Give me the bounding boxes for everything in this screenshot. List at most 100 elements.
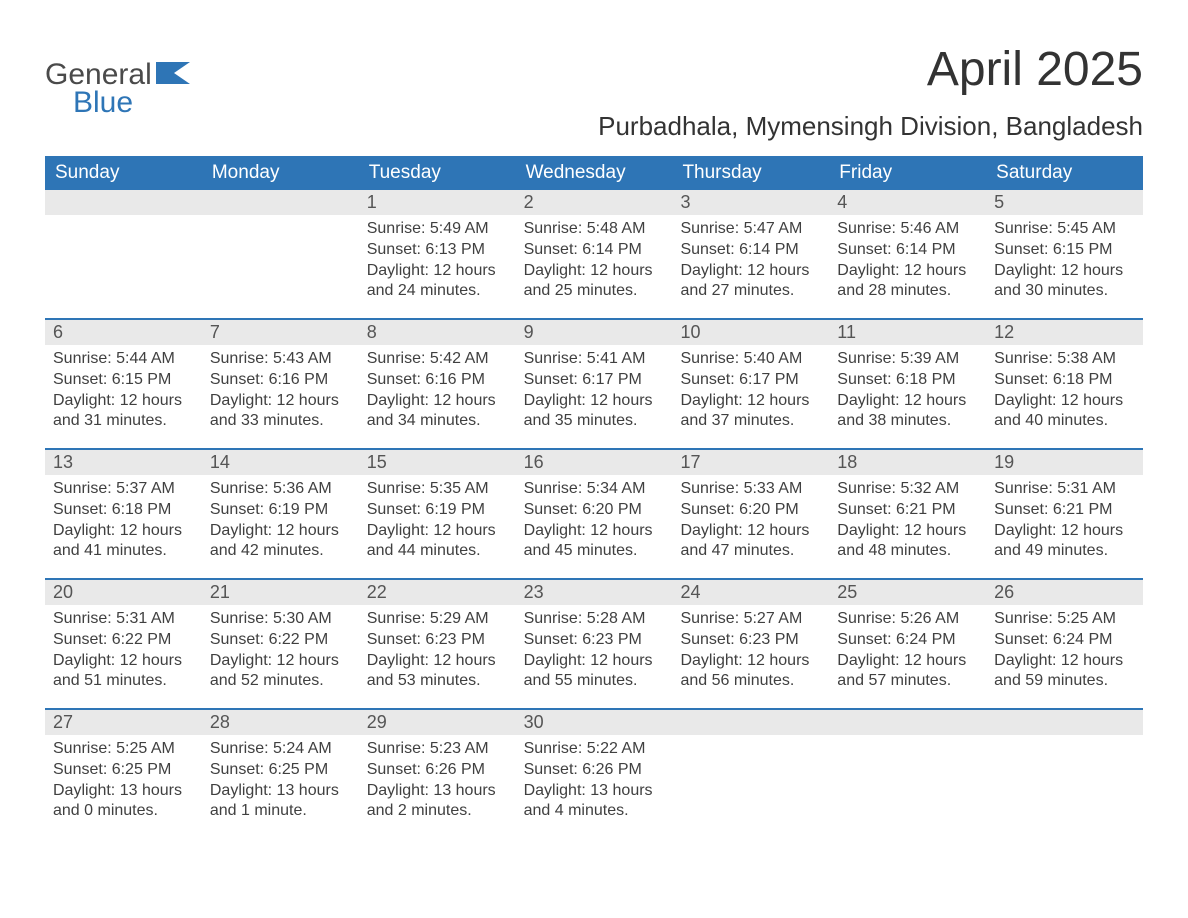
sunrise-line: Sunrise: 5:23 AM <box>367 739 508 760</box>
day-cell: 10Sunrise: 5:40 AMSunset: 6:17 PMDayligh… <box>672 320 829 448</box>
day-number: 5 <box>986 190 1143 215</box>
day-number: 21 <box>202 580 359 605</box>
logo: General Blue <box>45 58 190 120</box>
day-number: 13 <box>45 450 202 475</box>
day-number: 23 <box>516 580 673 605</box>
day-number: 9 <box>516 320 673 345</box>
daylight-line: Daylight: 12 hours and 47 minutes. <box>680 521 821 563</box>
day-cell: 12Sunrise: 5:38 AMSunset: 6:18 PMDayligh… <box>986 320 1143 448</box>
day-body: Sunrise: 5:43 AMSunset: 6:16 PMDaylight:… <box>202 345 359 440</box>
sunset-line: Sunset: 6:15 PM <box>53 370 194 391</box>
day-cell: 18Sunrise: 5:32 AMSunset: 6:21 PMDayligh… <box>829 450 986 578</box>
daylight-line: Daylight: 12 hours and 41 minutes. <box>53 521 194 563</box>
daylight-line: Daylight: 12 hours and 42 minutes. <box>210 521 351 563</box>
sunset-line: Sunset: 6:16 PM <box>367 370 508 391</box>
day-number: 27 <box>45 710 202 735</box>
day-body: Sunrise: 5:29 AMSunset: 6:23 PMDaylight:… <box>359 605 516 700</box>
sunset-line: Sunset: 6:19 PM <box>367 500 508 521</box>
daylight-line: Daylight: 12 hours and 35 minutes. <box>524 391 665 433</box>
sunrise-line: Sunrise: 5:28 AM <box>524 609 665 630</box>
week-row: 6Sunrise: 5:44 AMSunset: 6:15 PMDaylight… <box>45 318 1143 448</box>
day-cell: 26Sunrise: 5:25 AMSunset: 6:24 PMDayligh… <box>986 580 1143 708</box>
daylight-line: Daylight: 12 hours and 53 minutes. <box>367 651 508 693</box>
sunset-line: Sunset: 6:18 PM <box>53 500 194 521</box>
sunrise-line: Sunrise: 5:34 AM <box>524 479 665 500</box>
sunrise-line: Sunrise: 5:44 AM <box>53 349 194 370</box>
day-cell: 14Sunrise: 5:36 AMSunset: 6:19 PMDayligh… <box>202 450 359 578</box>
day-number: 29 <box>359 710 516 735</box>
day-cell: 22Sunrise: 5:29 AMSunset: 6:23 PMDayligh… <box>359 580 516 708</box>
sunrise-line: Sunrise: 5:32 AM <box>837 479 978 500</box>
day-cell: 21Sunrise: 5:30 AMSunset: 6:22 PMDayligh… <box>202 580 359 708</box>
sunrise-line: Sunrise: 5:35 AM <box>367 479 508 500</box>
sunrise-line: Sunrise: 5:33 AM <box>680 479 821 500</box>
day-cell: 4Sunrise: 5:46 AMSunset: 6:14 PMDaylight… <box>829 190 986 318</box>
sunset-line: Sunset: 6:22 PM <box>210 630 351 651</box>
weekday-header-row: SundayMondayTuesdayWednesdayThursdayFrid… <box>45 156 1143 190</box>
month-title: April 2025 <box>598 42 1143 97</box>
day-cell: 20Sunrise: 5:31 AMSunset: 6:22 PMDayligh… <box>45 580 202 708</box>
day-number: 16 <box>516 450 673 475</box>
day-body: Sunrise: 5:49 AMSunset: 6:13 PMDaylight:… <box>359 215 516 310</box>
day-cell: 13Sunrise: 5:37 AMSunset: 6:18 PMDayligh… <box>45 450 202 578</box>
sunset-line: Sunset: 6:23 PM <box>524 630 665 651</box>
daylight-line: Daylight: 12 hours and 34 minutes. <box>367 391 508 433</box>
day-cell: 25Sunrise: 5:26 AMSunset: 6:24 PMDayligh… <box>829 580 986 708</box>
day-cell <box>45 190 202 318</box>
day-cell <box>202 190 359 318</box>
daylight-line: Daylight: 12 hours and 55 minutes. <box>524 651 665 693</box>
day-cell: 1Sunrise: 5:49 AMSunset: 6:13 PMDaylight… <box>359 190 516 318</box>
weekday-header: Wednesday <box>516 156 673 190</box>
daylight-line: Daylight: 12 hours and 44 minutes. <box>367 521 508 563</box>
day-number: 1 <box>359 190 516 215</box>
day-cell <box>986 710 1143 838</box>
day-number: 22 <box>359 580 516 605</box>
day-number <box>45 190 202 215</box>
sunrise-line: Sunrise: 5:49 AM <box>367 219 508 240</box>
sunrise-line: Sunrise: 5:31 AM <box>53 609 194 630</box>
sunset-line: Sunset: 6:23 PM <box>367 630 508 651</box>
sunset-line: Sunset: 6:20 PM <box>524 500 665 521</box>
sunset-line: Sunset: 6:17 PM <box>524 370 665 391</box>
day-body: Sunrise: 5:37 AMSunset: 6:18 PMDaylight:… <box>45 475 202 570</box>
sunset-line: Sunset: 6:26 PM <box>367 760 508 781</box>
daylight-line: Daylight: 12 hours and 57 minutes. <box>837 651 978 693</box>
day-number: 25 <box>829 580 986 605</box>
sunrise-line: Sunrise: 5:25 AM <box>53 739 194 760</box>
sunrise-line: Sunrise: 5:38 AM <box>994 349 1135 370</box>
daylight-line: Daylight: 13 hours and 0 minutes. <box>53 781 194 823</box>
sunset-line: Sunset: 6:16 PM <box>210 370 351 391</box>
day-body: Sunrise: 5:32 AMSunset: 6:21 PMDaylight:… <box>829 475 986 570</box>
day-cell: 15Sunrise: 5:35 AMSunset: 6:19 PMDayligh… <box>359 450 516 578</box>
sunrise-line: Sunrise: 5:37 AM <box>53 479 194 500</box>
day-body: Sunrise: 5:36 AMSunset: 6:19 PMDaylight:… <box>202 475 359 570</box>
weekday-header: Sunday <box>45 156 202 190</box>
day-body: Sunrise: 5:42 AMSunset: 6:16 PMDaylight:… <box>359 345 516 440</box>
day-number: 2 <box>516 190 673 215</box>
sunrise-line: Sunrise: 5:47 AM <box>680 219 821 240</box>
day-number <box>202 190 359 215</box>
sunrise-line: Sunrise: 5:48 AM <box>524 219 665 240</box>
sunset-line: Sunset: 6:18 PM <box>837 370 978 391</box>
day-number: 14 <box>202 450 359 475</box>
daylight-line: Daylight: 13 hours and 4 minutes. <box>524 781 665 823</box>
weekday-header: Thursday <box>672 156 829 190</box>
sunrise-line: Sunrise: 5:41 AM <box>524 349 665 370</box>
day-body: Sunrise: 5:31 AMSunset: 6:21 PMDaylight:… <box>986 475 1143 570</box>
day-cell: 9 Sunrise: 5:41 AMSunset: 6:17 PMDaylight… <box>516 320 673 448</box>
day-cell: 17Sunrise: 5:33 AMSunset: 6:20 PMDayligh… <box>672 450 829 578</box>
sunrise-line: Sunrise: 5:27 AM <box>680 609 821 630</box>
sunrise-line: Sunrise: 5:25 AM <box>994 609 1135 630</box>
day-number: 17 <box>672 450 829 475</box>
day-body <box>986 735 1143 747</box>
sunset-line: Sunset: 6:14 PM <box>524 240 665 261</box>
day-number: 18 <box>829 450 986 475</box>
daylight-line: Daylight: 12 hours and 25 minutes. <box>524 261 665 303</box>
day-number: 7 <box>202 320 359 345</box>
day-number: 3 <box>672 190 829 215</box>
sunrise-line: Sunrise: 5:29 AM <box>367 609 508 630</box>
sunset-line: Sunset: 6:14 PM <box>837 240 978 261</box>
header: General Blue April 2025 Purbadhala, Myme… <box>45 30 1143 142</box>
sunset-line: Sunset: 6:17 PM <box>680 370 821 391</box>
daylight-line: Daylight: 12 hours and 37 minutes. <box>680 391 821 433</box>
